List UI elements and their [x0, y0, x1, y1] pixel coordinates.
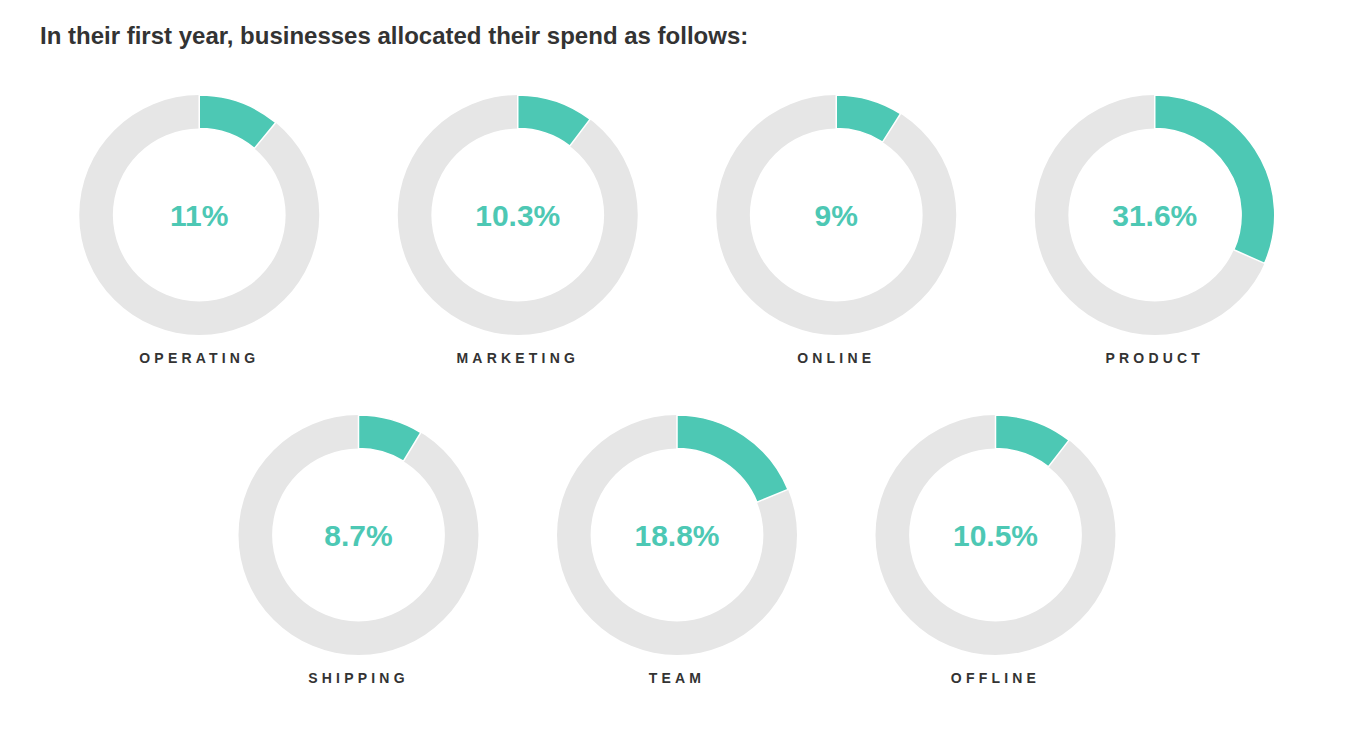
category-label: TEAM: [649, 670, 705, 686]
category-label: ONLINE: [797, 350, 875, 366]
value-arc: [996, 415, 1070, 467]
donut: [876, 415, 1116, 655]
track: [239, 415, 479, 655]
value-arc: [677, 415, 788, 502]
donut: [398, 95, 638, 335]
value-arc: [359, 415, 421, 461]
value-arc: [518, 95, 590, 146]
donut-texts: 11% OPERATING: [139, 199, 259, 367]
data-label: 10.5%: [953, 519, 1038, 552]
donut: [79, 95, 319, 335]
value-arc: [1155, 95, 1275, 263]
title: In their first year, businesses allocate…: [40, 22, 748, 49]
value-arc: [836, 95, 900, 142]
donut: [239, 415, 479, 655]
data-label: 10.3%: [475, 199, 560, 232]
data-label: 31.6%: [1112, 199, 1197, 232]
category-label: OFFLINE: [951, 670, 1040, 686]
category-label: OPERATING: [139, 350, 259, 366]
donut: [716, 95, 956, 335]
category-label: SHIPPING: [308, 670, 409, 686]
track: [716, 95, 956, 335]
labels: 11% OPERATING 10.3% MARKETING 9% ONLINE 31.6% P…: [139, 199, 1204, 687]
category-label: MARKETING: [456, 350, 579, 366]
donut: [557, 415, 797, 655]
data-label: 9%: [815, 199, 858, 232]
track: [398, 95, 638, 335]
track: [876, 415, 1116, 655]
marks: [79, 95, 1275, 655]
donut-texts: 31.6% PRODUCT: [1105, 199, 1204, 367]
donut-texts: 8.7% SHIPPING: [308, 519, 409, 687]
donut: [1035, 95, 1275, 335]
donut-texts: 18.8% TEAM: [634, 519, 719, 687]
donut-texts: 10.5% OFFLINE: [951, 519, 1040, 687]
donut-texts: 10.3% MARKETING: [456, 199, 579, 367]
data-label: 8.7%: [324, 519, 392, 552]
track: [79, 95, 319, 335]
track: [557, 415, 797, 655]
chart-root: In their first year, businesses allocate…: [0, 0, 1354, 756]
value-arc: [199, 95, 275, 148]
donut-texts: 9% ONLINE: [797, 199, 875, 367]
data-label: 18.8%: [634, 519, 719, 552]
category-label: PRODUCT: [1105, 350, 1204, 366]
data-label: 11%: [170, 199, 228, 232]
track: [1035, 95, 1275, 335]
